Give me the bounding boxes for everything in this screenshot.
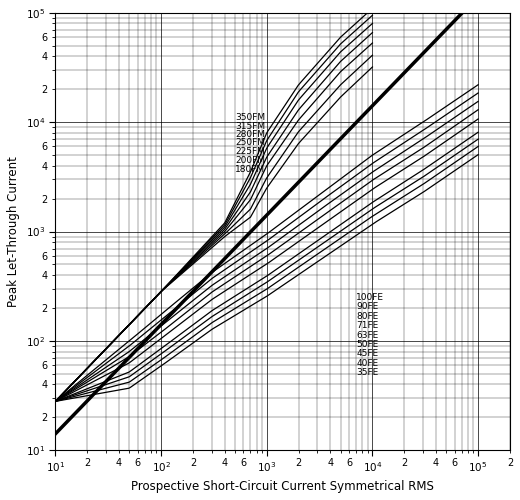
Text: 250FM: 250FM <box>235 138 265 147</box>
Text: 200FM: 200FM <box>235 156 265 164</box>
Text: 350FM: 350FM <box>235 113 265 122</box>
Text: 225FM: 225FM <box>235 147 265 156</box>
X-axis label: Prospective Short-Circuit Current Symmetrical RMS: Prospective Short-Circuit Current Symmet… <box>131 480 434 493</box>
Text: 280FM: 280FM <box>235 130 265 139</box>
Text: 45FE: 45FE <box>356 350 378 358</box>
Text: 80FE: 80FE <box>356 312 379 321</box>
Text: 40FE: 40FE <box>356 359 378 368</box>
Text: 50FE: 50FE <box>356 340 379 349</box>
Y-axis label: Peak Let-Through Current: Peak Let-Through Current <box>7 156 20 307</box>
Text: 35FE: 35FE <box>356 368 379 378</box>
Text: 180FM: 180FM <box>235 165 265 174</box>
Text: 63FE: 63FE <box>356 330 379 340</box>
Text: 90FE: 90FE <box>356 302 379 312</box>
Text: 71FE: 71FE <box>356 321 379 330</box>
Text: 100FE: 100FE <box>356 293 384 302</box>
Text: 315FM: 315FM <box>235 122 265 130</box>
